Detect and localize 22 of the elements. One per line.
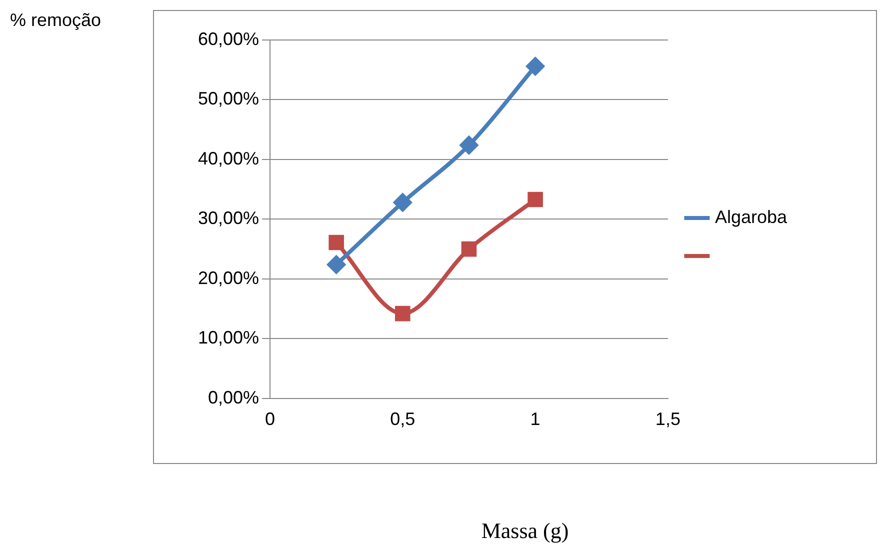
x-axis-title: Massa (g) [480, 518, 570, 544]
point [327, 256, 346, 274]
y-tick-label: 30,00% [198, 208, 259, 228]
y-tick-label: 10,00% [198, 328, 259, 348]
y-tick-label: 40,00% [198, 148, 259, 168]
text: % remoção [10, 10, 102, 31]
x-tick-label: 1 [530, 409, 540, 430]
x-tick-label: 1,5 [655, 409, 680, 430]
point [528, 192, 543, 208]
point [526, 57, 544, 76]
y-tick-label: 0,00% [208, 387, 259, 408]
x-tick-label: 0 [264, 409, 276, 430]
x-tick-label: 0,5 [390, 409, 416, 430]
legend-label: Algaroba [714, 206, 788, 227]
point [394, 193, 412, 212]
point [394, 306, 410, 322]
point [461, 241, 477, 257]
y-tick-label: 50,00% [198, 88, 259, 109]
point [460, 136, 478, 154]
point [328, 234, 344, 250]
y-tick-label: 20,00% [198, 268, 259, 288]
y-tick-label: 60,00% [198, 28, 259, 49]
